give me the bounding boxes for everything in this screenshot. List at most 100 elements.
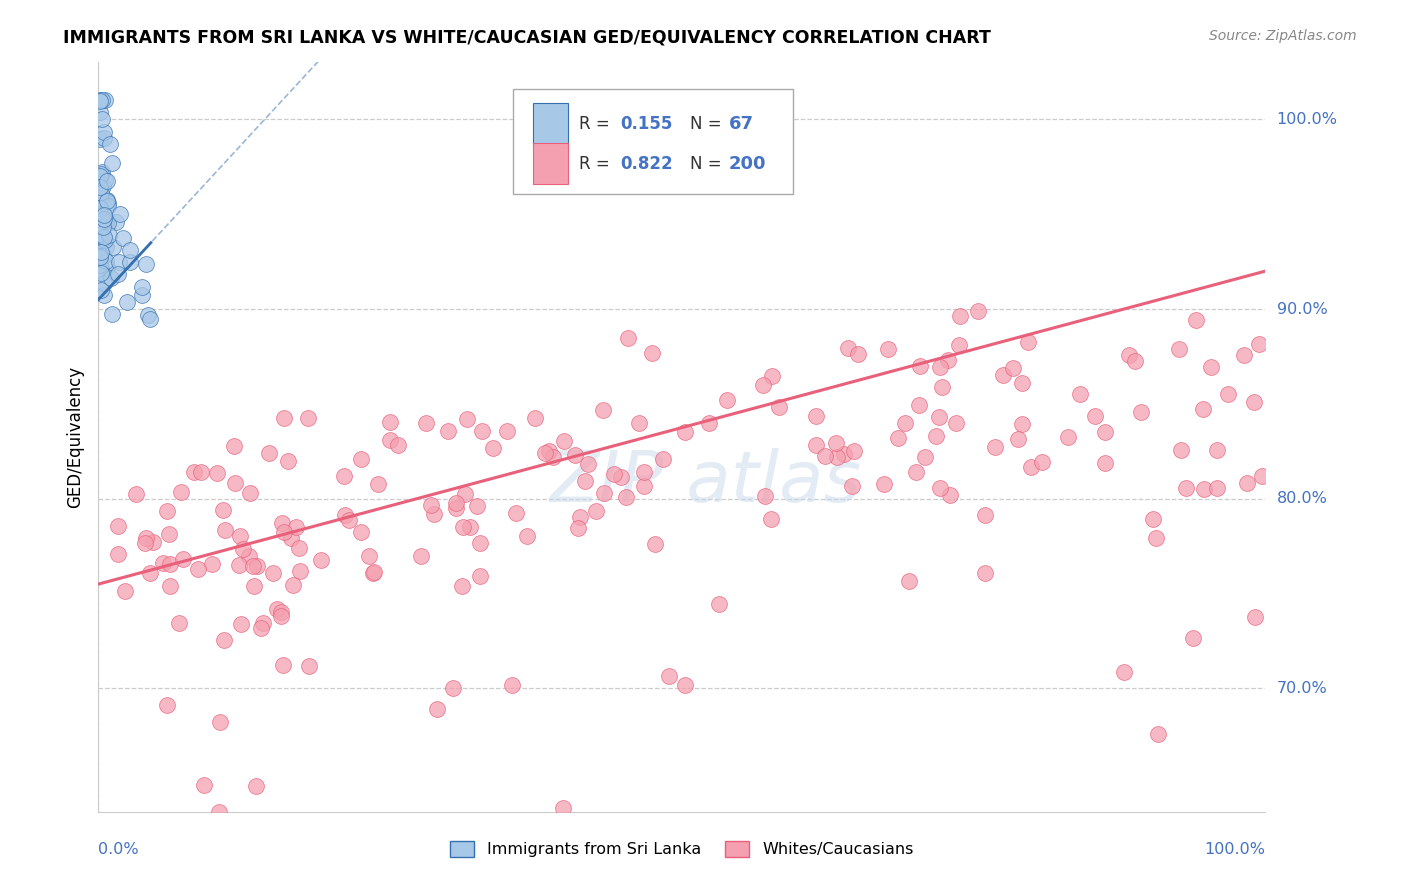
Point xyxy=(841,479,863,493)
Point xyxy=(361,566,384,580)
Point xyxy=(1011,417,1033,432)
Point xyxy=(984,440,1007,454)
Point xyxy=(159,557,181,571)
Point xyxy=(1114,665,1136,679)
Point xyxy=(378,433,401,447)
Point xyxy=(768,401,790,415)
Point xyxy=(616,331,638,345)
Point xyxy=(936,352,959,367)
Point xyxy=(451,520,474,534)
Point xyxy=(454,487,477,501)
Point xyxy=(93,287,115,301)
Point xyxy=(249,621,271,635)
Point xyxy=(94,253,117,268)
Point xyxy=(496,424,519,438)
Point xyxy=(138,566,160,581)
Point xyxy=(107,547,129,561)
Point xyxy=(872,477,894,491)
Point xyxy=(887,431,910,445)
Point xyxy=(287,541,309,555)
Point xyxy=(97,216,120,230)
Point xyxy=(89,249,111,263)
Point xyxy=(228,558,250,573)
Point xyxy=(876,343,898,357)
Point xyxy=(89,258,111,272)
Point xyxy=(212,503,235,517)
Point xyxy=(837,341,859,355)
Text: 80.0%: 80.0% xyxy=(1277,491,1327,507)
Text: N =: N = xyxy=(690,154,727,172)
Point xyxy=(904,466,927,480)
Point xyxy=(481,442,503,456)
Point xyxy=(974,508,997,522)
Point xyxy=(761,512,783,526)
Point xyxy=(658,669,681,683)
Point xyxy=(97,199,120,213)
Point xyxy=(89,186,111,201)
Point xyxy=(806,438,828,452)
Point xyxy=(114,583,136,598)
Point xyxy=(94,94,117,108)
Text: 70.0%: 70.0% xyxy=(1277,681,1327,696)
Point xyxy=(90,112,112,127)
Point xyxy=(107,519,129,533)
Point xyxy=(928,359,950,374)
Point xyxy=(804,409,827,423)
Point xyxy=(89,233,111,247)
Text: ZIP atlas: ZIP atlas xyxy=(550,448,862,516)
Point xyxy=(387,437,409,451)
Point xyxy=(94,233,117,247)
Point xyxy=(90,266,112,280)
Point xyxy=(91,220,114,235)
Point xyxy=(537,444,560,458)
Point xyxy=(1094,457,1116,471)
Point xyxy=(1007,433,1029,447)
Point xyxy=(187,562,209,576)
Point xyxy=(89,250,111,264)
Point xyxy=(252,615,274,630)
Point xyxy=(1147,727,1170,741)
Point xyxy=(567,520,589,534)
Text: 0.0%: 0.0% xyxy=(98,842,139,857)
Point xyxy=(1185,312,1208,326)
Point xyxy=(673,678,696,692)
Point xyxy=(1175,481,1198,495)
Point xyxy=(697,417,720,431)
Point xyxy=(458,520,481,534)
Point xyxy=(271,516,294,531)
Point xyxy=(89,227,111,241)
Point xyxy=(420,499,443,513)
Point xyxy=(229,529,252,543)
Point xyxy=(1201,360,1223,375)
Point xyxy=(108,255,131,269)
Point xyxy=(928,410,950,425)
Point xyxy=(98,136,121,151)
Point xyxy=(222,439,245,453)
Point xyxy=(93,212,115,227)
Text: 200: 200 xyxy=(728,154,766,172)
Point xyxy=(89,94,111,108)
Text: N =: N = xyxy=(690,115,727,133)
Point xyxy=(93,131,115,145)
Point xyxy=(1236,475,1258,490)
Point xyxy=(90,283,112,297)
Point xyxy=(505,506,527,520)
Point xyxy=(285,520,308,534)
Point xyxy=(633,465,655,479)
Point xyxy=(93,208,115,222)
Point xyxy=(91,178,114,193)
Text: Source: ZipAtlas.com: Source: ZipAtlas.com xyxy=(1209,29,1357,43)
Point xyxy=(131,288,153,302)
Point xyxy=(441,681,464,696)
Point xyxy=(91,213,114,227)
Point xyxy=(155,504,177,518)
Point xyxy=(910,359,932,373)
Point xyxy=(101,156,124,170)
Point xyxy=(283,578,305,592)
Point xyxy=(96,260,118,274)
Point xyxy=(1118,348,1140,362)
Point xyxy=(134,535,156,549)
Point xyxy=(378,415,401,429)
Point xyxy=(224,475,246,490)
Text: 0.822: 0.822 xyxy=(620,154,672,172)
